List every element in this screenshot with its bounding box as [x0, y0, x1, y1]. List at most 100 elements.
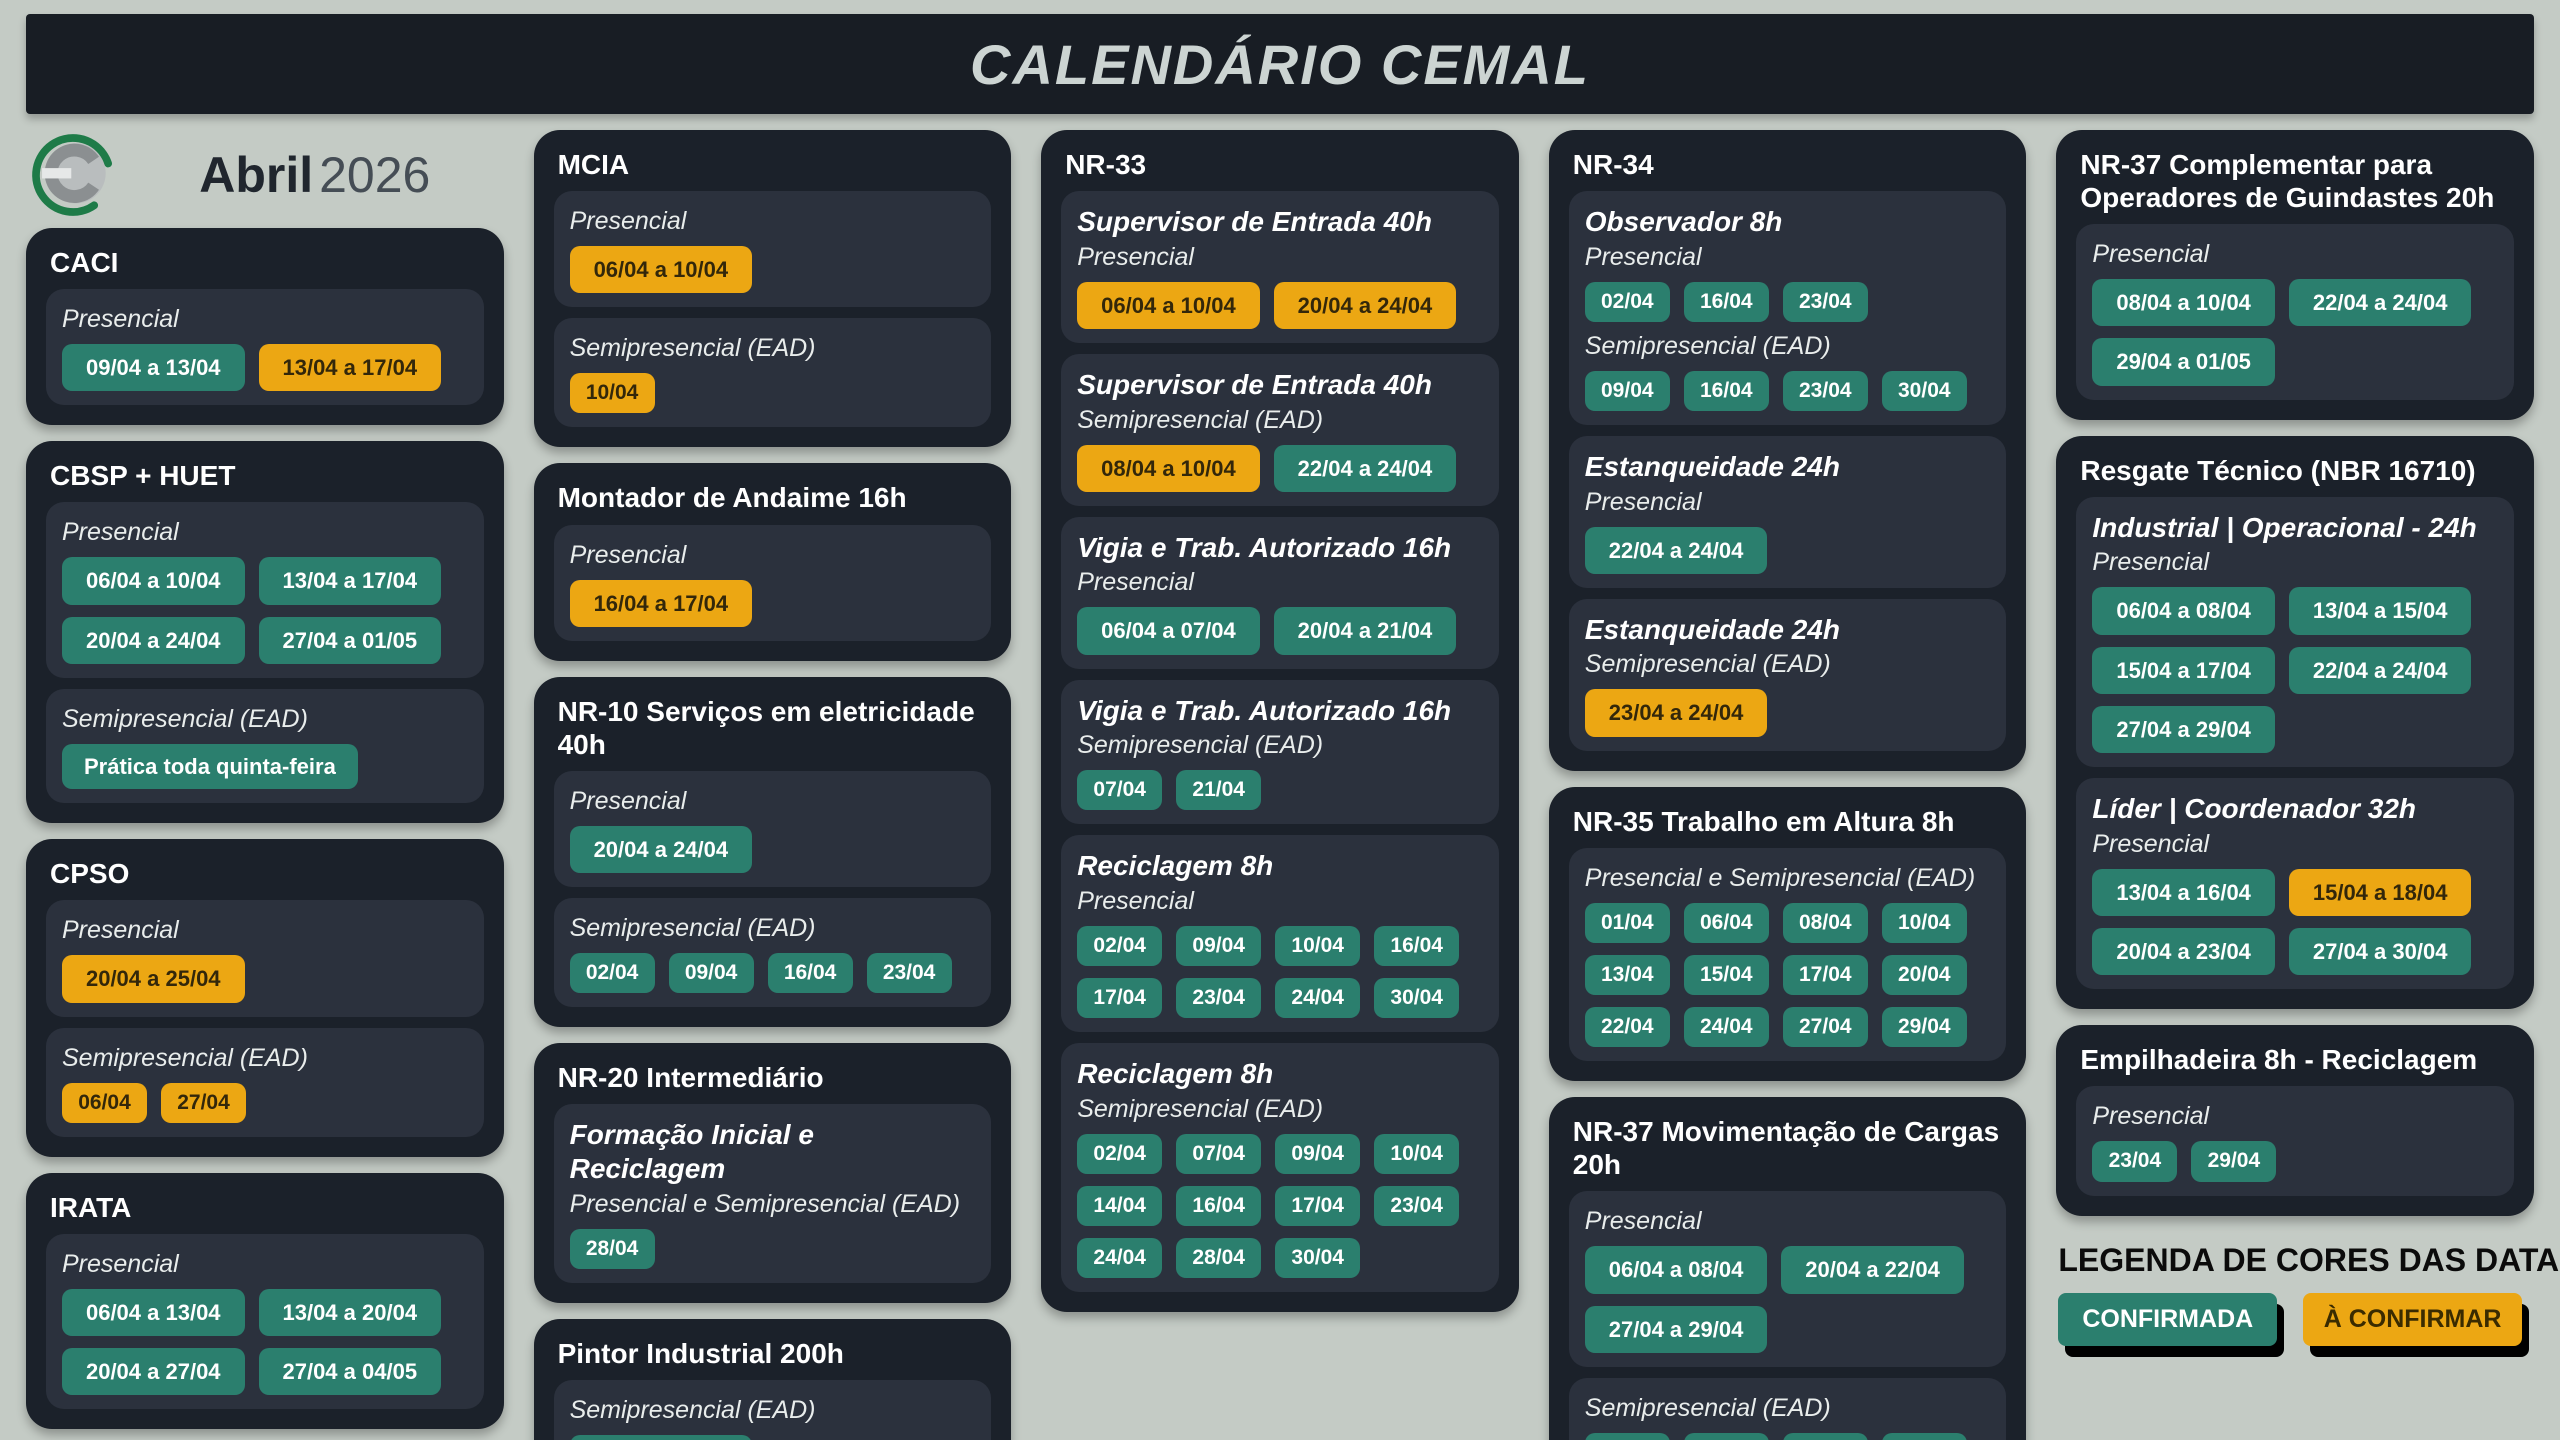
- date-badge: 23/04: [2092, 1141, 2178, 1182]
- date-badges: 16/04 a 17/04: [569, 579, 976, 627]
- date-badge: 27/04: [1782, 1007, 1868, 1048]
- date-badge: 06/04 a 08/04: [2092, 587, 2275, 635]
- modality-group: Semipresencial (EAD) 23/04 a 24/04: [1584, 649, 1991, 737]
- date-badge: 27/04 a 29/04: [2092, 705, 2275, 754]
- course-card-title: NR-33: [1065, 149, 1147, 180]
- course-section: Vigia e Trab. Autorizado 16h Presencial 06…: [1061, 516, 1499, 669]
- date-badge: 13/04: [1584, 954, 1670, 995]
- course-section: Presencial 06/04 a 13/04 13/04 a 20/04 20/0…: [46, 1233, 484, 1410]
- modality-group: Semipresencial (EAD) 07/04 21/04: [1077, 730, 1483, 811]
- date-badges: 01/04 06/04 08/04 10/04 13/04 15/04 17/04 20/04…: [1584, 902, 1991, 1048]
- date-badge: 10/04: [1881, 902, 1967, 943]
- course-section: Formação Inicial e Reciclagem Presencial …: [553, 1104, 992, 1283]
- modality-label: Presencial: [569, 540, 687, 569]
- date-badge: 29/04: [1881, 1007, 1967, 1048]
- date-badge: 15/04 a 18/04: [2288, 868, 2472, 917]
- course-card-title: NR-37 Movimentação de Cargas 20h: [1572, 1116, 2000, 1181]
- course-variant-title: Reciclagem 8h: [1077, 850, 1274, 882]
- modality-label: Semipresencial (EAD): [569, 914, 816, 943]
- course-variant-title: Vigia e Trab. Autorizado 16h: [1077, 694, 1452, 726]
- date-badge: 27/04 a 01/05: [258, 616, 442, 664]
- date-badge: 14/04: [1077, 1186, 1163, 1227]
- date-badge: 17/04: [1275, 1186, 1361, 1227]
- date-badges: 09/04 16/04 23/04 30/04: [1584, 370, 1991, 411]
- course-variant-title: Estanqueidade 24h: [1584, 613, 1840, 645]
- modality-label: Presencial: [1077, 568, 1194, 597]
- course-section: Semipresencial (EAD) 06/04 27/04: [46, 1027, 484, 1137]
- course-section: Presencial 23/04 29/04: [2076, 1086, 2514, 1196]
- date-badge: 06/04 a 13/04: [62, 1288, 245, 1337]
- date-badge: 22/04 a 24/04: [2288, 279, 2472, 327]
- date-badges: 23/04 29/04: [2092, 1141, 2498, 1182]
- course-card-title: NR-10 Serviços em eletricidade 40h: [557, 695, 975, 760]
- date-badge: 13/04 a 16/04: [2092, 868, 2275, 917]
- date-badge: 23/04: [1176, 978, 1262, 1019]
- date-badge: 24/04: [1275, 978, 1361, 1019]
- course-card-title: CBSP + HUET: [50, 460, 236, 492]
- date-badge: 08/04 a 10/04: [1077, 444, 1260, 492]
- date-badges: 13/04 a 16/04 15/04 a 18/04 20/04 a 23/04 2…: [2092, 868, 2498, 976]
- date-badge: 08/04 a 10/04: [2092, 279, 2275, 327]
- course-section: Presencial 08/04 a 10/04 22/04 a 24/04 29/0…: [2076, 224, 2514, 400]
- modality-label: Presencial: [1584, 1207, 1702, 1236]
- modality-label: Presencial: [62, 518, 179, 547]
- course-card: Pintor Industrial 200h Semipresencial (EA…: [533, 1318, 1012, 1440]
- modality-group: Semipresencial (EAD) 09/04 16/04 23/04 30/04: [1584, 331, 1991, 411]
- date-badge: 28/04: [1176, 1238, 1262, 1279]
- course-card-title: NR-35 Trabalho em Altura 8h: [1572, 805, 1955, 837]
- date-badge: 23/04 a 24/04: [1584, 689, 1768, 737]
- date-badge: 16/04 a 17/04: [569, 579, 753, 627]
- date-badge: 01/04: [1584, 902, 1670, 943]
- course-variant-title: Reciclagem 8h: [1077, 1058, 1274, 1090]
- course-card-title: Resgate Técnico (NBR 16710): [2080, 454, 2476, 486]
- date-badge: 16/04: [1374, 926, 1460, 967]
- date-badge: 10/04: [1374, 1133, 1460, 1175]
- modality-group: Presencial 06/04 a 08/04 13/04 a 15/04 15/0…: [2092, 547, 2498, 754]
- date-badges: 09/04 a 13/04 13/04 a 17/04: [62, 344, 468, 392]
- date-badge: 09/04: [1176, 926, 1262, 967]
- date-badges: 20/04 a 24/04: [569, 825, 976, 874]
- date-badge: 20/04 a 22/04: [1781, 1246, 1964, 1294]
- date-badges: 08/04 a 10/04 22/04 a 24/04: [1077, 444, 1483, 492]
- date-badges: 06/04 a 08/04 20/04 a 22/04 27/04 a 29/04: [1584, 1246, 1991, 1353]
- date-badge: 24/04: [1683, 1007, 1769, 1048]
- date-badge: 07/04: [1176, 1133, 1262, 1175]
- modality-group: Semipresencial (EAD) 08/04 15/04 22/04 29/04: [1584, 1393, 1991, 1440]
- date-badge: 06/04 a 08/04: [1584, 1246, 1768, 1294]
- date-badge: 09/04: [1584, 370, 1670, 411]
- date-badges: 23/04 a 24/04: [1584, 689, 1991, 737]
- date-badges: 06/04 a 07/04 20/04 a 21/04: [1077, 607, 1483, 655]
- course-card-title: MCIA: [557, 149, 630, 180]
- modality-label: Semipresencial (EAD): [1584, 331, 1831, 360]
- modality-group: Presencial 08/04 a 10/04 22/04 a 24/04 29/0…: [2092, 239, 2498, 386]
- modality-group: Semipresencial (EAD) 02/04 07/04 09/04 10/04…: [1077, 1094, 1483, 1279]
- course-section: Presencial 09/04 a 13/04 13/04 a 17/04: [46, 289, 484, 406]
- calendar-column: MCIA Presencial 06/04 a 10/04 Semipresencia…: [533, 130, 1012, 1440]
- date-badge: 02/04: [1077, 926, 1163, 967]
- modality-group: Presencial 09/04 a 13/04 13/04 a 17/04: [62, 304, 468, 392]
- date-badges: 06/04 a 10/04 13/04 a 17/04 20/04 a 24/04 2…: [62, 557, 468, 664]
- course-variant-title: Formação Inicial e Reciclagem: [569, 1119, 814, 1184]
- date-badge: 06/04: [1683, 902, 1769, 943]
- date-badges: 22/04 a 24/04: [1584, 526, 1991, 574]
- course-section: Observador 8h Presencial 02/04 16/04 23/04 Se…: [1568, 191, 2007, 425]
- modality-group: Semipresencial (EAD) 10/04: [569, 333, 976, 414]
- course-card: NR-20 Intermediário Formação Inicial e Re…: [533, 1043, 1012, 1303]
- course-variant-title: Vigia e Trab. Autorizado 16h: [1077, 531, 1452, 563]
- course-section: Vigia e Trab. Autorizado 16h Semipresenci…: [1061, 679, 1499, 825]
- modality-label: Presencial: [2092, 1102, 2210, 1131]
- modality-label: Semipresencial (EAD): [1077, 731, 1324, 760]
- course-variant-title: Líder | Coordenador 32h: [2092, 793, 2417, 825]
- date-badge: Prática toda quinta-feira: [62, 743, 358, 790]
- modality-group: Presencial 06/04 a 10/04: [569, 206, 976, 294]
- modality-group: Presencial 06/04 a 10/04 13/04 a 17/04 20/0…: [62, 517, 468, 664]
- modality-label: Presencial: [569, 207, 687, 236]
- date-badge: 08/04: [1782, 902, 1868, 943]
- date-badge: 06/04 a 10/04: [569, 246, 753, 294]
- modality-label: Presencial: [2092, 829, 2210, 858]
- date-badge: 22/04 a 24/04: [2288, 646, 2472, 694]
- date-badges: 06/04 a 10/04 20/04 a 24/04: [1077, 281, 1483, 329]
- course-section: Semipresencial (EAD) 08/04 15/04 22/04 29/04: [1568, 1377, 2007, 1440]
- calendar-grid: Abril 2026 CACI Presencial 09/04 a 13/04 13/…: [26, 130, 2560, 1440]
